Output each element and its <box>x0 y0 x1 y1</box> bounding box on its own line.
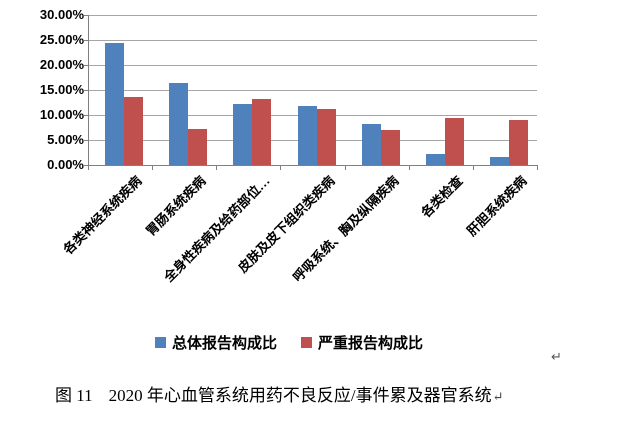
y-axis-tick-label: 20.00% <box>39 57 84 72</box>
bar-chart: 0.00% 5.00% 10.00% 15.00% 20.00% 25.00% 30.00%… <box>39 7 538 285</box>
plot-area <box>88 15 537 165</box>
bar-overall-1 <box>169 83 189 165</box>
bar-overall-3 <box>297 105 317 165</box>
figure-number: 图 11 <box>55 386 93 405</box>
gridline <box>88 40 537 41</box>
x-axis-tick <box>152 166 154 170</box>
x-axis-tick <box>88 166 89 170</box>
gridline <box>88 15 537 16</box>
x-axis-tick <box>216 166 218 170</box>
x-axis-tick <box>472 166 474 170</box>
gridline <box>88 65 537 66</box>
gridline <box>88 90 537 91</box>
bar-serious-5 <box>444 117 464 165</box>
bar-serious-3 <box>316 108 336 165</box>
caption-paragraph-mark: ↵ <box>492 389 504 404</box>
y-axis-tick-label: 5.00% <box>47 132 84 147</box>
bar-serious-2 <box>252 99 272 165</box>
y-axis-tick <box>84 165 88 166</box>
y-axis-tick <box>84 140 88 141</box>
y-axis-tick-label: 10.00% <box>39 107 84 122</box>
y-axis-tick <box>84 40 88 41</box>
y-axis-tick-label: 30.00% <box>39 7 84 22</box>
bar-serious-6 <box>508 120 528 165</box>
paragraph-mark: ↵ <box>551 349 562 364</box>
chart-legend: 总体报告构成比 严重报告构成比 <box>0 332 578 353</box>
figure-caption: 图 11 2020 年心血管系统用药不良反应/事件累及器官系统↵ <box>55 381 504 406</box>
y-axis-tick-label: 0.00% <box>47 157 84 172</box>
x-axis-tick <box>344 166 346 170</box>
y-axis-tick-label: 25.00% <box>39 32 84 47</box>
y-axis-tick <box>84 15 88 16</box>
bar-overall-5 <box>425 153 445 165</box>
x-axis-tick <box>537 166 538 170</box>
bar-serious-0 <box>124 97 144 165</box>
bar-serious-4 <box>380 129 400 165</box>
figure-caption-text: 2020 年心血管系统用药不良反应/事件累及器官系统 <box>108 386 492 405</box>
bar-serious-1 <box>188 129 208 165</box>
y-axis-tick-label: 15.00% <box>39 82 84 97</box>
x-axis-tick <box>280 166 282 170</box>
bar-overall-4 <box>361 123 381 165</box>
y-axis-tick <box>84 115 88 116</box>
legend-item: 严重报告构成比 <box>301 332 423 353</box>
legend-label: 严重报告构成比 <box>318 336 424 352</box>
legend-label: 总体报告构成比 <box>171 336 277 352</box>
x-axis-tick <box>408 166 410 170</box>
y-axis-tick <box>84 65 88 66</box>
bar-overall-6 <box>489 156 509 165</box>
legend-swatch-icon <box>154 337 166 348</box>
y-axis-tick <box>84 90 88 91</box>
bar-overall-0 <box>105 42 125 165</box>
y-axis-line <box>88 15 89 166</box>
legend-swatch-icon <box>301 337 312 348</box>
x-axis-line <box>88 165 538 166</box>
bar-overall-2 <box>233 103 253 165</box>
legend-item: 总体报告构成比 <box>154 332 277 353</box>
